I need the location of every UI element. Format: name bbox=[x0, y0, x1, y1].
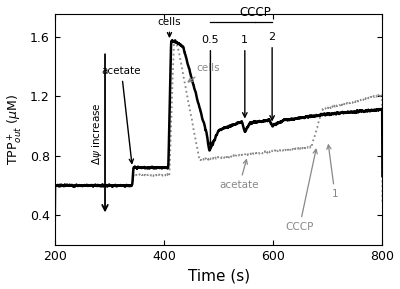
Text: CCCP: CCCP bbox=[239, 6, 271, 19]
Text: 1: 1 bbox=[241, 35, 248, 117]
Text: acetate: acetate bbox=[102, 66, 141, 163]
Text: 0.5: 0.5 bbox=[202, 35, 219, 145]
Y-axis label: TPP$^+_{out}$ ($\mu$M): TPP$^+_{out}$ ($\mu$M) bbox=[6, 94, 24, 165]
Text: acetate: acetate bbox=[220, 160, 259, 190]
Text: 1: 1 bbox=[327, 145, 338, 199]
X-axis label: Time (s): Time (s) bbox=[188, 268, 250, 284]
Text: 2: 2 bbox=[268, 32, 276, 120]
Text: cells: cells bbox=[188, 63, 220, 82]
Text: CCCP: CCCP bbox=[285, 149, 317, 232]
Text: $\Delta\psi$ increase: $\Delta\psi$ increase bbox=[90, 102, 104, 165]
Text: cells: cells bbox=[158, 17, 181, 37]
